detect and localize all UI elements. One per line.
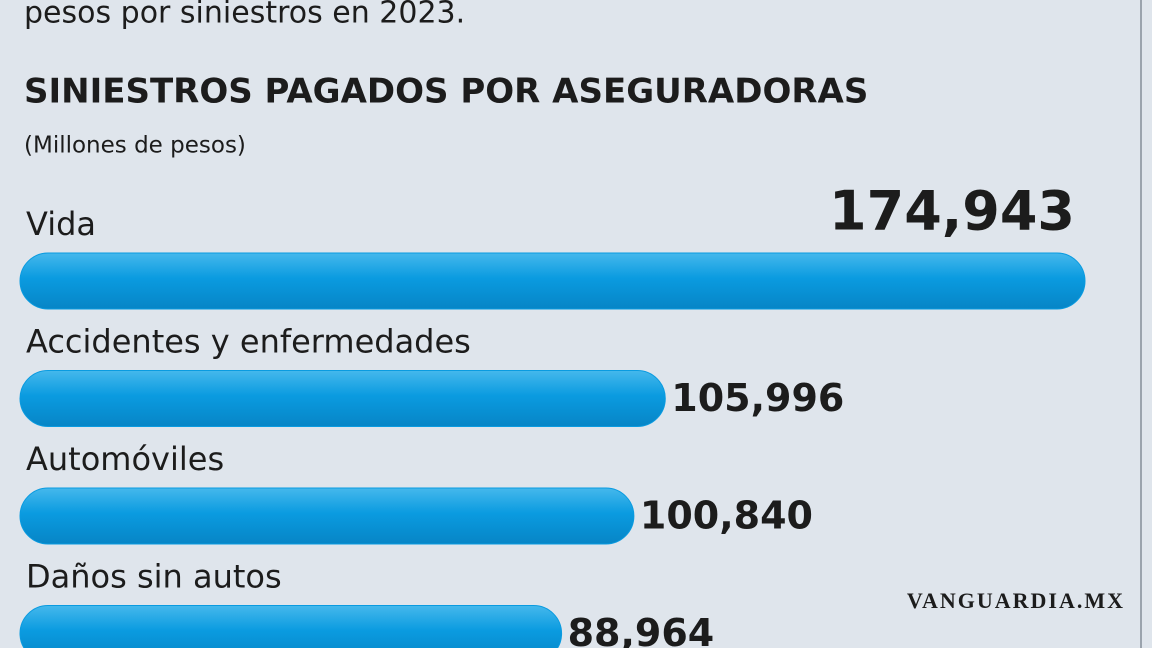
value-label: 174,943 — [829, 180, 1075, 243]
value-label: 100,840 — [640, 494, 813, 538]
watermark: VANGUARDIA.MX — [907, 588, 1125, 613]
chart-title: SINIESTROS PAGADOS POR ASEGURADORAS — [24, 72, 868, 112]
intro-text: pesos por siniestros en 2023. — [24, 0, 465, 31]
bar — [19, 370, 666, 427]
bar — [19, 487, 635, 545]
category-label: Daños sin autos — [26, 558, 282, 596]
bar — [19, 252, 1086, 310]
chart-subtitle: (Millones de pesos) — [24, 133, 246, 159]
value-label: 88,964 — [568, 611, 715, 648]
category-label: Vida — [26, 205, 96, 243]
category-label: Accidentes y enfermedades — [26, 323, 471, 361]
bar — [19, 605, 563, 648]
value-label: 105,996 — [671, 376, 844, 420]
category-label: Automóviles — [26, 440, 224, 478]
